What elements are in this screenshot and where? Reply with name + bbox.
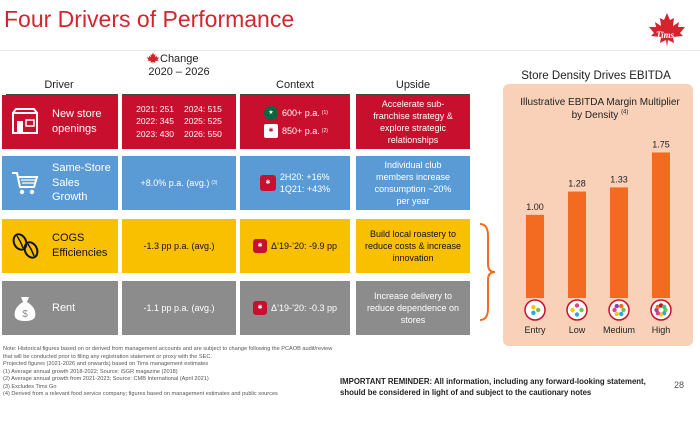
footnote-ref: (2) <box>321 127 328 134</box>
driver-cell-sssg: Same-Store Sales Growth <box>2 156 118 210</box>
driver-cell-cogs: COGS Efficiencies <box>2 219 118 273</box>
context-cell-cogs: ✱ Δ’19-’20: -9.9 pp <box>240 219 350 273</box>
grid-value: 2023: 430 <box>136 128 174 139</box>
footnote: (2) Average annual growth from 2021-2023… <box>3 376 209 383</box>
footnote: Note: Historical figures based on or der… <box>3 346 333 360</box>
chart-subtitle: Illustrative EBITDA Margin Multiplier by… <box>520 96 680 122</box>
footnote: (4) Derived from a relevant food service… <box>3 391 278 398</box>
density-icon <box>566 299 588 321</box>
svg-text:$: $ <box>22 309 28 320</box>
column-header-upside: Upside <box>395 79 431 91</box>
driver-label: Same-Store Sales Growth <box>52 161 111 204</box>
context-line: ★ 600+ p.a. (1) <box>264 106 328 120</box>
context-text: 1Q21: +43% <box>279 184 331 194</box>
grid-value: 2024: 515 <box>184 103 222 114</box>
context-text: Δ’19-’20: -0.3 pp <box>270 302 338 313</box>
footnote: (3) Excludes Tims Go <box>3 383 57 390</box>
density-icon <box>650 299 672 321</box>
change-cell-new-stores: 2021: 251 2024: 515 2022: 345 2025: 525 … <box>122 95 236 149</box>
maple-leaf-logo-icon <box>649 13 685 47</box>
column-header-change: Change <box>160 53 199 65</box>
grid-value: 2022: 345 <box>136 116 174 127</box>
context-text: 600+ p.a. <box>282 107 320 118</box>
upside-cell-cogs: Build local roastery to reduce costs & i… <box>356 219 470 273</box>
bar-medium <box>610 187 628 298</box>
upside-cell-sssg: Individual club members increase consump… <box>356 156 470 210</box>
density-icon <box>608 299 630 321</box>
context-text: 2H20: +16% <box>279 171 330 182</box>
upside-cell-new-stores: Accelerate sub-franchise strategy & expl… <box>356 95 470 149</box>
density-icon <box>524 299 546 321</box>
title-divider <box>0 50 700 51</box>
footnote: Projected figures (2021-2026 and onwards… <box>3 361 209 368</box>
driver-label: Rent <box>52 301 76 314</box>
bar-low <box>568 191 586 298</box>
driver-label: New store openings <box>52 108 102 135</box>
change-cell-rent: -1.1 pp p.a. (avg.) <box>122 281 236 335</box>
footnote: (1) Average annual growth 2018-2022; Sou… <box>3 368 178 375</box>
category-label: Medium <box>603 325 635 335</box>
bar-value-label: 1.33 <box>610 174 628 184</box>
shopping-cart-icon <box>12 172 39 195</box>
page-number: 28 <box>674 380 685 390</box>
footnote-ref: (1) <box>321 109 328 116</box>
context-lines: 2H20: +16% 1Q21: +43% <box>280 171 330 195</box>
context-text: Δ’19-’20: -9.9 pp <box>270 240 338 251</box>
footnotes: Note: Historical figures based on or der… <box>3 346 333 399</box>
grid-value: 2021: 251 <box>136 103 174 114</box>
change-value: +8.0% p.a. (avg.) <box>140 177 210 188</box>
header-underline <box>122 94 236 95</box>
important-reminder: IMPORTANT REMINDER: All information, inc… <box>340 377 646 397</box>
page-title: Four Drivers of Performance <box>4 6 295 32</box>
chart-subtitle-text: Illustrative EBITDA Margin Multiplier by… <box>520 97 680 121</box>
store-openings-grid: 2021: 251 2024: 515 2022: 345 2025: 525 … <box>136 104 222 140</box>
category-label: Entry <box>524 325 546 335</box>
money-bag-icon: $ <box>14 297 36 321</box>
bar-value-label: 1.28 <box>568 179 586 189</box>
column-header-driver: Driver <box>44 79 74 91</box>
tims-icon: ✱ <box>252 239 267 253</box>
header-underline <box>356 94 470 95</box>
chart-title: Store Density Drives EBITDA <box>521 70 671 82</box>
change-cell-sssg: +8.0% p.a. (avg.) (3) <box>122 156 236 210</box>
driver-cell-rent: $ Rent <box>2 281 118 335</box>
driver-cell-new-stores: New store openings <box>2 95 118 149</box>
grid-value: 2026: 550 <box>184 128 222 139</box>
bar-value-label: 1.75 <box>652 139 670 149</box>
coffee-beans-icon <box>12 233 39 259</box>
context-cell-sssg: ✱ 2H20: +16% 1Q21: +43% <box>240 156 350 210</box>
context-text: 850+ p.a. <box>282 125 320 136</box>
ebitda-bar-chart: 1.00 Entry 1.28 Low 1.33 Medium 1.75 High <box>524 139 672 335</box>
category-label: Low <box>569 325 586 335</box>
bar-value-label: 1.00 <box>526 202 544 212</box>
tims-icon: ✱ <box>259 175 276 191</box>
driver-label: COGS Efficiencies <box>52 232 108 259</box>
upside-cell-rent: Increase delivery to reduce dependence o… <box>356 281 470 335</box>
bar-entry <box>526 214 544 298</box>
context-cell-new-stores: ★ 600+ p.a. (1) ✱ 850+ p.a. (2) <box>240 95 350 149</box>
footnote-ref: (4) <box>621 109 629 116</box>
header-underline <box>240 94 350 95</box>
context-cell-rent: ✱ Δ’19-’20: -0.3 pp <box>240 281 350 335</box>
change-cell-cogs: -1.3 pp p.a. (avg.) <box>122 219 236 273</box>
maple-leaf-small-icon <box>146 52 160 66</box>
context-line: ✱ 850+ p.a. (2) <box>264 124 328 138</box>
bracket-icon <box>479 223 496 321</box>
column-header-context: Context <box>276 79 314 91</box>
header-underline <box>6 94 118 95</box>
bar-high <box>652 152 670 298</box>
column-header-change-period: 2020 – 2026 <box>148 66 210 78</box>
tims-icon: ✱ <box>252 301 267 315</box>
starbucks-icon: ★ <box>264 106 278 120</box>
category-label: High <box>652 325 671 335</box>
tims-icon: ✱ <box>264 124 278 138</box>
brand-logo-text: Tims <box>656 30 675 40</box>
storefront-icon <box>12 108 38 134</box>
grid-value: 2025: 525 <box>184 116 222 127</box>
footnote-ref: (3) <box>211 179 218 186</box>
